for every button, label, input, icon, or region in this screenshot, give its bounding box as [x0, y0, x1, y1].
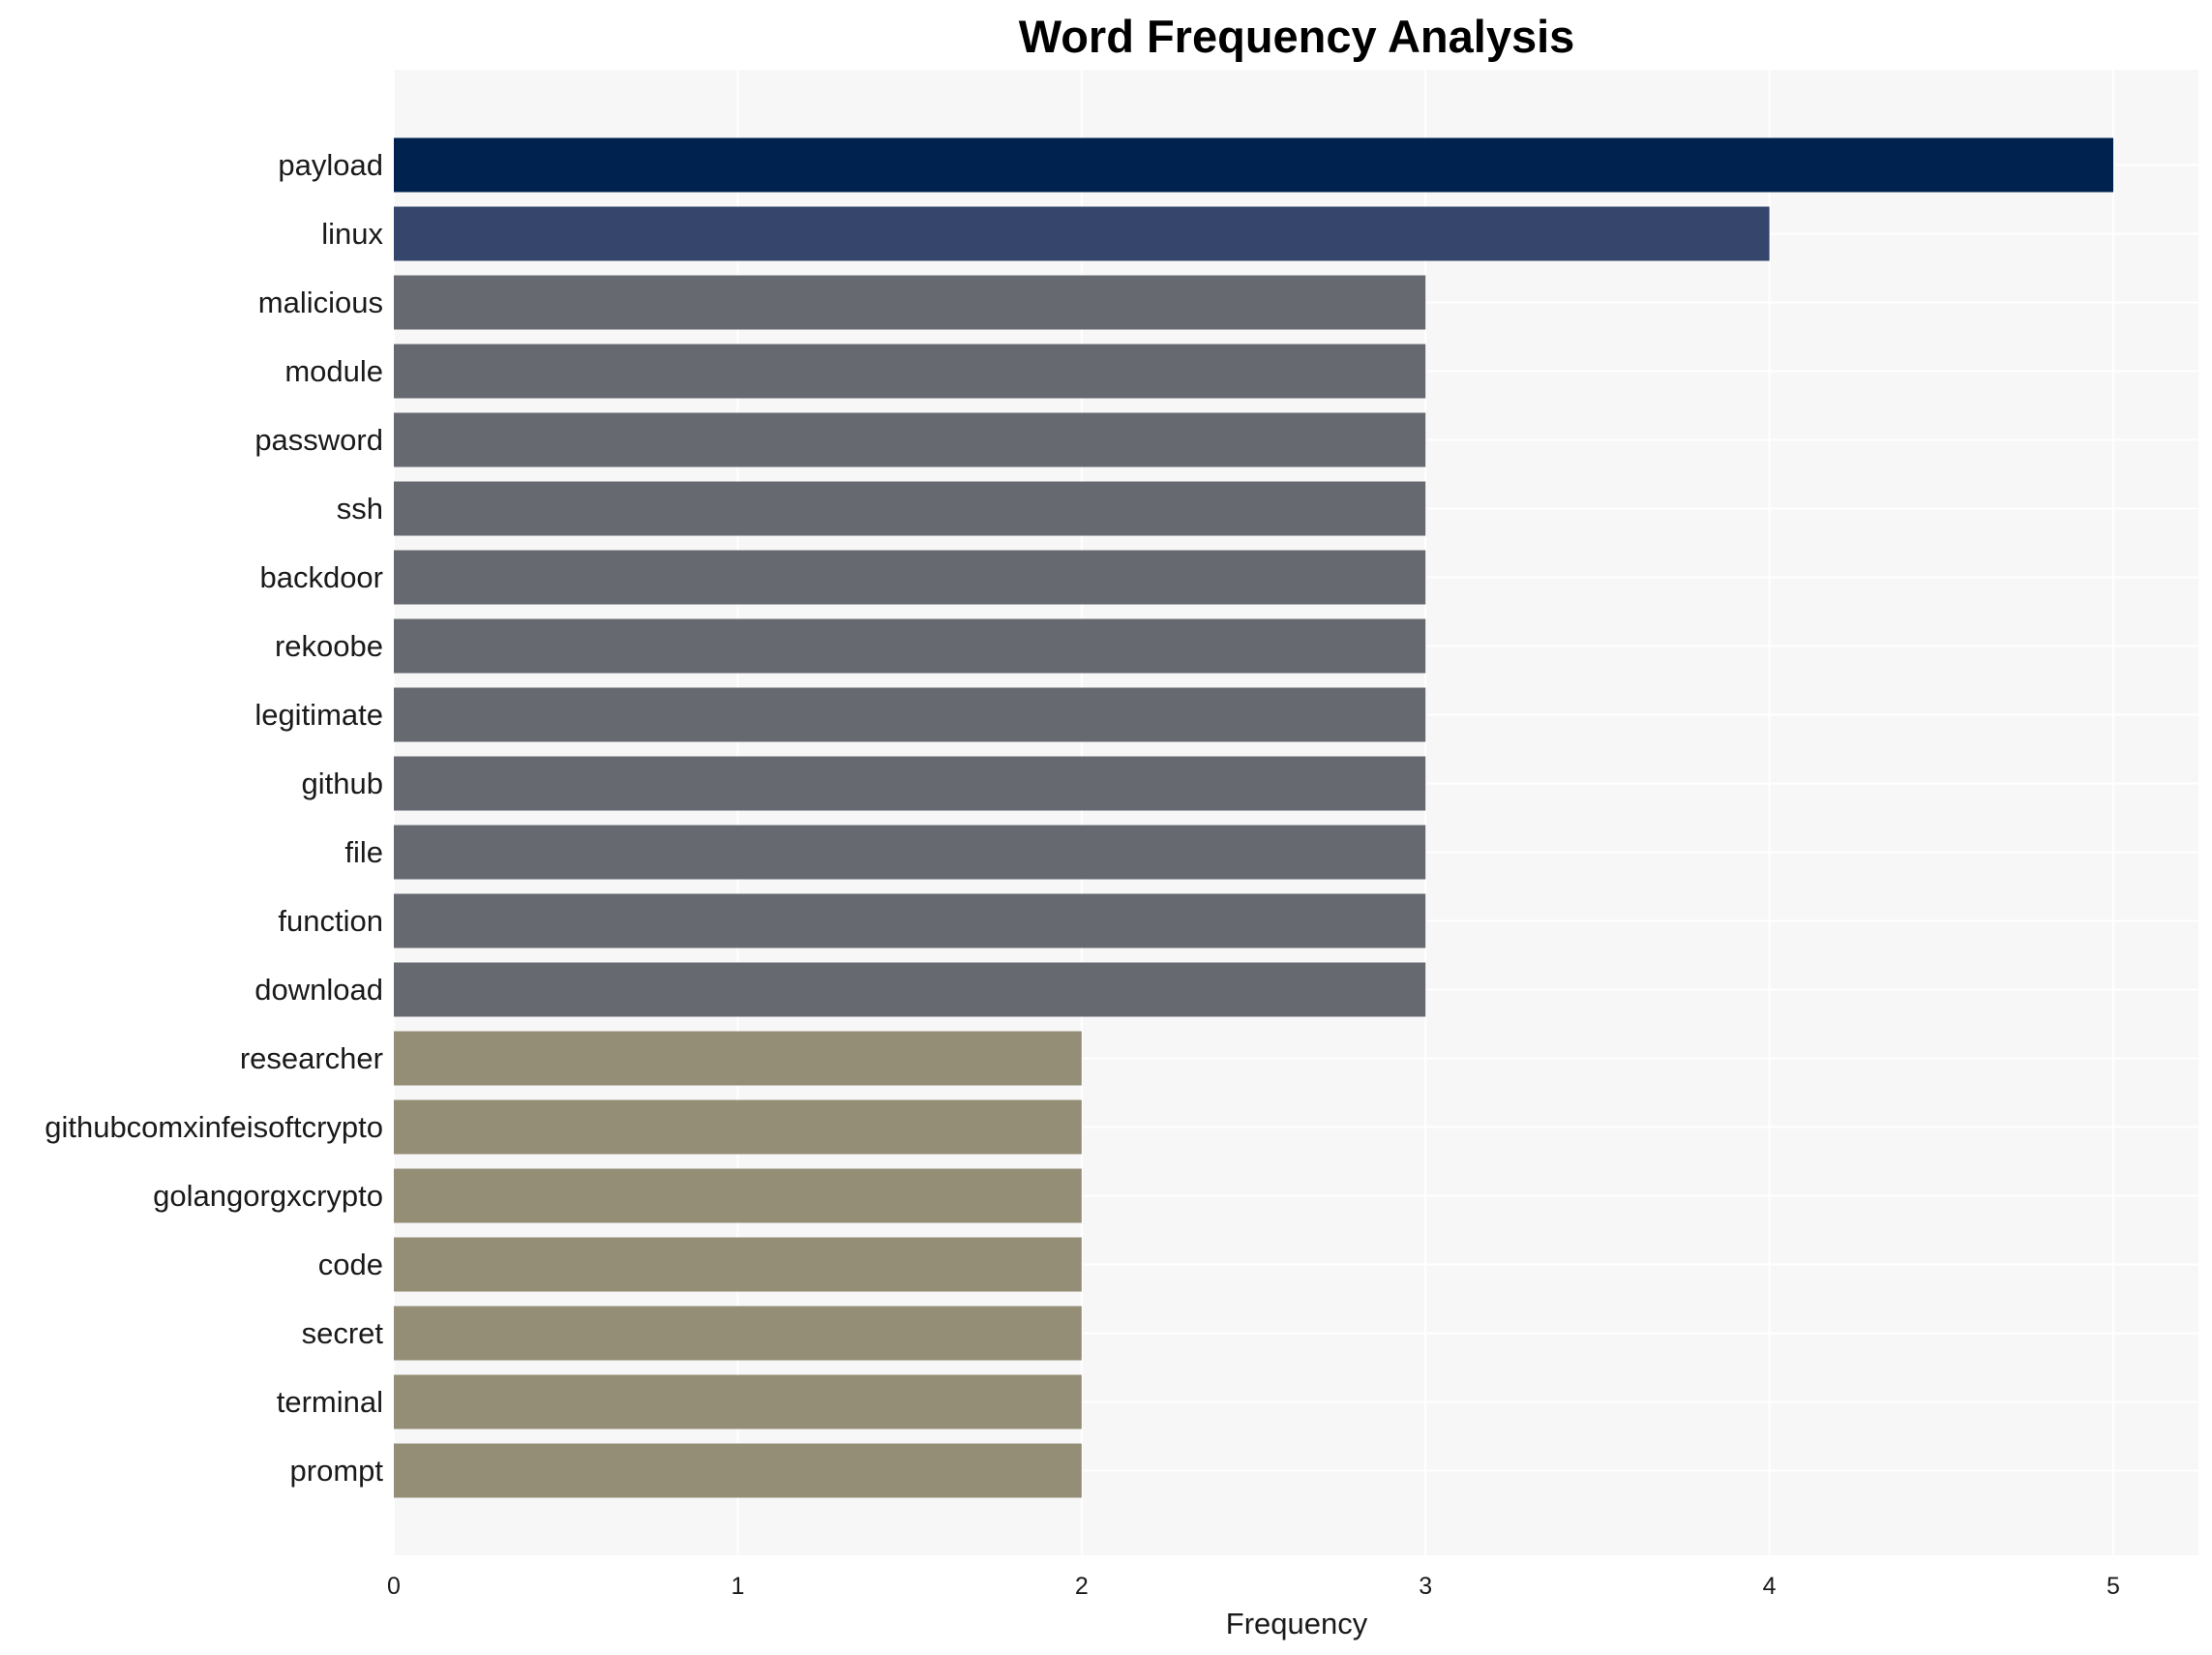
- x-tick-labels: 0 1 2 3 4 5: [387, 1573, 2120, 1600]
- category-label: linux: [321, 217, 383, 251]
- bar-rekoobe: [394, 618, 1426, 674]
- bar-secret: [394, 1306, 1082, 1361]
- category-label: download: [254, 973, 383, 1007]
- category-label: code: [318, 1248, 383, 1281]
- bar-backdoor: [394, 550, 1426, 605]
- category-label: githubcomxinfeisoftcrypto: [45, 1110, 383, 1144]
- bar-download: [394, 962, 1426, 1017]
- category-label: file: [344, 835, 383, 869]
- x-tick-label: 1: [731, 1573, 744, 1600]
- bar-githubcomxinfeisoftcrypto: [394, 1099, 1082, 1155]
- category-label: function: [278, 904, 383, 938]
- category-label: golangorgxcrypto: [153, 1179, 383, 1213]
- category-label: malicious: [258, 286, 383, 319]
- bar-ssh: [394, 481, 1426, 536]
- category-label: github: [302, 767, 383, 800]
- category-label: prompt: [290, 1454, 384, 1488]
- x-tick-label: 4: [1763, 1573, 1777, 1600]
- category-label: legitimate: [254, 698, 383, 732]
- bar-terminal: [394, 1374, 1082, 1429]
- bar-researcher: [394, 1031, 1082, 1086]
- x-axis-label: Frequency: [1226, 1607, 1368, 1640]
- x-tick-label: 5: [2107, 1573, 2120, 1600]
- bar-code: [394, 1237, 1082, 1292]
- category-labels: payload linux malicious module password ssh ba…: [45, 148, 383, 1488]
- category-label: payload: [278, 148, 383, 182]
- category-label: backdoor: [259, 560, 383, 594]
- bar-module: [394, 344, 1426, 399]
- bar-golangorgxcrypto: [394, 1168, 1082, 1223]
- bar-legitimate: [394, 687, 1426, 742]
- category-label: secret: [302, 1316, 384, 1350]
- bar-malicious: [394, 275, 1426, 330]
- category-label: rekoobe: [275, 629, 383, 663]
- bar-payload: [394, 137, 2113, 193]
- x-tick-label: 2: [1075, 1573, 1089, 1600]
- bars: [394, 137, 2113, 1498]
- category-label: password: [254, 423, 383, 457]
- category-label: researcher: [240, 1041, 383, 1075]
- bar-password: [394, 412, 1426, 467]
- category-label: ssh: [337, 492, 383, 526]
- category-label: terminal: [277, 1385, 383, 1419]
- bar-file: [394, 825, 1426, 880]
- bar-linux: [394, 206, 1770, 261]
- category-label: module: [284, 354, 383, 388]
- x-tick-label: 0: [387, 1573, 401, 1600]
- chart-title: Word Frequency Analysis: [1019, 11, 1575, 62]
- bar-function: [394, 893, 1426, 948]
- x-tick-label: 3: [1419, 1573, 1432, 1600]
- bar-prompt: [394, 1443, 1082, 1498]
- bar-github: [394, 756, 1426, 811]
